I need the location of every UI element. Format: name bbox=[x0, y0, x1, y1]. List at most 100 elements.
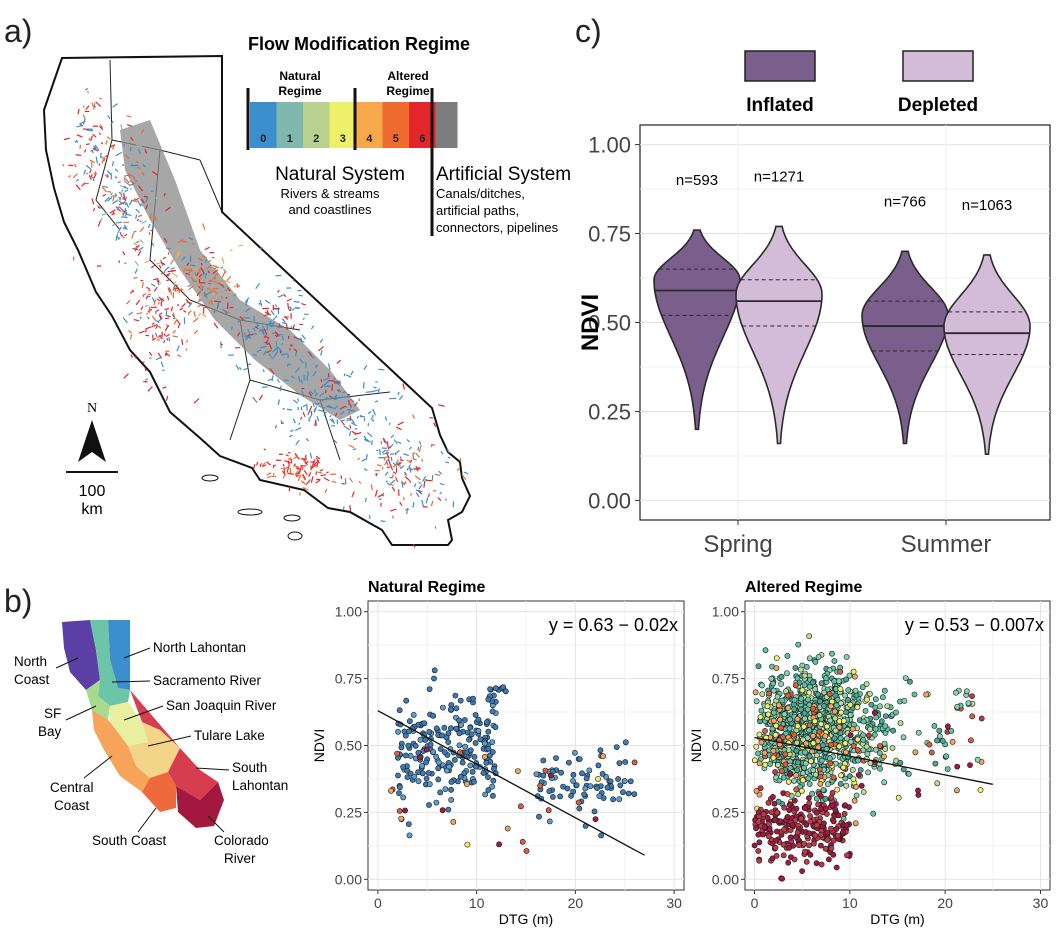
map-stream-segment bbox=[348, 477, 354, 483]
map-stream-segment bbox=[106, 170, 112, 175]
map-stream-segment bbox=[107, 190, 112, 193]
map-stream-segment bbox=[389, 443, 394, 449]
map-stream-segment bbox=[130, 334, 133, 337]
california-map bbox=[42, 54, 472, 548]
data-point bbox=[779, 875, 785, 882]
map-stream-segment bbox=[386, 466, 391, 469]
map-stream-segment bbox=[315, 479, 321, 484]
data-point bbox=[897, 759, 904, 766]
map-stream-segment bbox=[222, 308, 228, 315]
data-point bbox=[799, 868, 805, 874]
data-point bbox=[489, 739, 496, 745]
map-stream-segment bbox=[124, 233, 128, 237]
map-stream-segment bbox=[213, 308, 216, 314]
data-point bbox=[791, 706, 798, 713]
map-stream-segment bbox=[68, 174, 71, 178]
data-point bbox=[807, 818, 814, 825]
sample-size-label: n=1063 bbox=[962, 197, 1012, 214]
map-stream-segment bbox=[208, 299, 212, 305]
map-stream-segment bbox=[130, 354, 133, 358]
data-point bbox=[866, 732, 872, 739]
map-stream-segment bbox=[132, 247, 139, 251]
map-stream-segment bbox=[95, 101, 102, 107]
map-stream-segment bbox=[263, 335, 267, 339]
data-point bbox=[802, 760, 809, 767]
data-point bbox=[756, 839, 763, 846]
map-stream-segment bbox=[287, 363, 292, 366]
map-stream-segment bbox=[398, 395, 404, 401]
map-stream-segment bbox=[122, 251, 126, 256]
data-point bbox=[817, 780, 824, 787]
scale-bar-unit: km bbox=[81, 501, 102, 518]
map-stream-segment bbox=[163, 340, 166, 344]
data-point bbox=[828, 794, 835, 801]
data-point bbox=[778, 768, 785, 774]
map-stream-segment bbox=[277, 399, 281, 406]
data-point bbox=[845, 687, 852, 693]
data-point bbox=[860, 789, 867, 795]
map-stream-segment bbox=[107, 197, 113, 202]
map-stream-segment bbox=[85, 164, 92, 171]
data-point bbox=[774, 809, 780, 816]
map-stream-segment bbox=[391, 486, 396, 492]
data-point bbox=[542, 767, 549, 774]
map-stream-segment bbox=[293, 455, 299, 460]
data-point bbox=[435, 776, 442, 783]
data-point bbox=[882, 723, 889, 729]
label-north-lahontan: North Lahontan bbox=[153, 640, 246, 655]
label-south-lahontan-1: South bbox=[232, 760, 267, 775]
map-stream-segment bbox=[212, 269, 219, 275]
map-stream-segment bbox=[290, 375, 295, 379]
data-point bbox=[458, 722, 465, 728]
map-stream-segment bbox=[333, 396, 338, 401]
map-stream-segment bbox=[288, 486, 291, 492]
data-point bbox=[949, 739, 956, 745]
data-point bbox=[536, 813, 542, 820]
map-stream-segment bbox=[366, 454, 368, 459]
map-stream-segment bbox=[145, 162, 150, 167]
map-stream-segment bbox=[207, 282, 212, 285]
map-stream-segment bbox=[412, 453, 415, 459]
map-stream-segment bbox=[173, 281, 177, 286]
map-stream-segment bbox=[126, 115, 132, 118]
data-point bbox=[850, 668, 857, 675]
data-point bbox=[417, 736, 424, 743]
data-point bbox=[803, 858, 810, 865]
data-point bbox=[791, 731, 798, 738]
data-point bbox=[826, 856, 832, 863]
data-point bbox=[400, 794, 407, 801]
map-stream-segment bbox=[309, 390, 314, 395]
data-point bbox=[810, 767, 817, 774]
data-point bbox=[818, 861, 825, 868]
data-point bbox=[759, 691, 766, 697]
data-point bbox=[433, 799, 440, 806]
data-point bbox=[945, 723, 951, 730]
data-point bbox=[818, 721, 824, 727]
data-point bbox=[774, 828, 780, 835]
map-stream-segment bbox=[261, 462, 266, 467]
data-point bbox=[762, 761, 769, 768]
map-stream-segment bbox=[142, 163, 147, 168]
data-point bbox=[822, 805, 829, 812]
data-point bbox=[815, 738, 821, 744]
map-stream-segment bbox=[89, 169, 92, 174]
map-stream-segment bbox=[354, 431, 362, 435]
map-stream-segment bbox=[334, 380, 341, 383]
map-stream-segment bbox=[281, 317, 286, 323]
data-point bbox=[755, 831, 762, 838]
data-point bbox=[456, 742, 463, 749]
map-stream-segment bbox=[157, 279, 160, 283]
map-stream-segment bbox=[153, 286, 158, 292]
data-point bbox=[815, 691, 821, 698]
map-stream-segment bbox=[390, 483, 394, 487]
map-stream-segment bbox=[158, 335, 163, 340]
data-point bbox=[795, 641, 802, 648]
map-stream-segment bbox=[363, 365, 368, 371]
data-point bbox=[470, 695, 476, 702]
y-tick-label: 0.00 bbox=[588, 488, 631, 513]
data-point bbox=[515, 768, 521, 774]
map-stream-segment bbox=[76, 134, 83, 138]
legend-class-swatch bbox=[276, 102, 303, 148]
map-stream-segment bbox=[163, 192, 166, 197]
data-point bbox=[793, 772, 799, 779]
